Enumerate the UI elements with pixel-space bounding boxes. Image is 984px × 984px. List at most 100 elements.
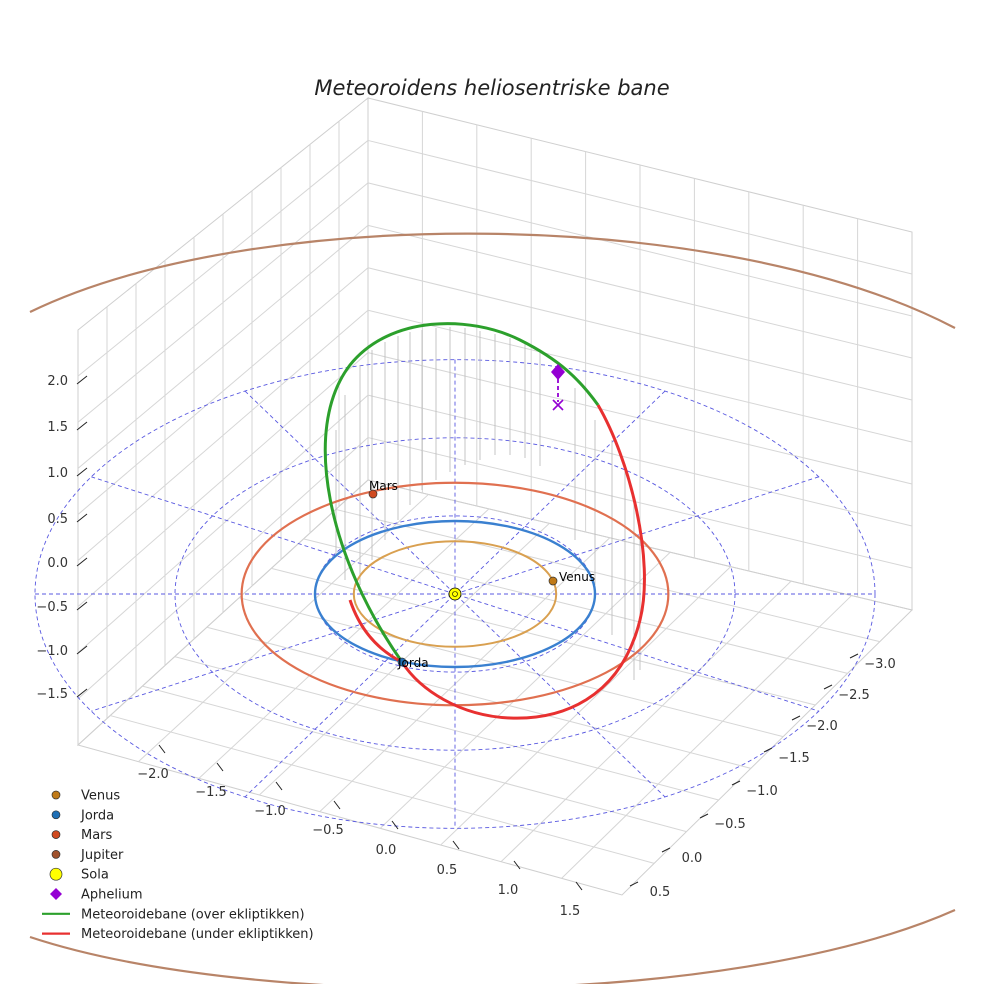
y-tick-mark [452,840,460,850]
z-tick-label: −1.0 [36,644,68,659]
y-tick-label: −1.0 [254,804,286,819]
sun-core [452,591,458,597]
z-tick-label: 1.5 [47,420,68,435]
grid-line [238,597,784,738]
y-tick-label: 1.5 [560,904,581,919]
aphelion-projection-cross [552,399,564,411]
y-tick-label: −0.5 [312,823,344,838]
grid-line [198,508,490,779]
y-tick-label: −2.0 [137,767,169,782]
grid-line [206,626,752,769]
legend-label: Sola [81,868,109,883]
legend-label: Aphelium [81,888,143,903]
grid-line [77,224,369,469]
legend-label: Mars [81,828,113,843]
grid-line [138,494,429,763]
venus-marker [548,576,558,586]
y-tick-mark [216,762,224,772]
x-tick-mark [629,881,639,887]
x-tick-label: −1.5 [778,751,810,766]
grid-line [367,224,913,359]
legend-marker [51,850,61,859]
meteoroid-orbit-below-segment [348,599,403,664]
z-tick-label: 2.0 [47,374,68,389]
jupiter-orbit [29,232,956,984]
mars-label: Mars [369,479,398,493]
legend-label: Meteoroidebane (under ekliptikken) [81,927,314,942]
grid-line [367,437,913,569]
x-tick-mark [661,847,671,853]
z-tick-mark [76,513,88,523]
jorda-marker [397,657,407,667]
sun-marker [448,587,462,601]
grid-line [367,267,913,401]
z-tick-mark [76,467,88,477]
grid-line [174,656,719,801]
x-tick-mark [699,813,709,819]
z-tick-mark [76,375,88,385]
meteoroid-orbit-below [400,404,646,720]
mars-marker [368,489,378,499]
grid-line [440,566,732,846]
venus-label: Venus [559,570,595,584]
grid-line [142,685,687,833]
grid-line [77,140,369,377]
y-axis-ticks: −2.0 −1.5 −1.0 −0.5 0.0 0.5 1.0 1.5 [137,744,583,919]
legend-label: Jorda [80,808,114,823]
ecliptic-circle [34,359,876,829]
legend-marker [51,810,61,820]
z-tick-mark [76,557,88,567]
z-axis-ticks: 2.0 1.5 1.0 0.5 0.0 −0.5 −1.0 −1.5 [36,374,88,702]
legend-label: Meteoroidebane (over ekliptikken) [81,907,305,922]
x-tick-label: −1.0 [746,784,778,799]
y-tick-label: −1.5 [195,785,227,800]
aphelion-marker [551,364,565,380]
legend-label: Venus [81,789,120,804]
grid-line [110,715,655,864]
grid-line [379,551,671,829]
ecliptic-radial [244,390,666,798]
z-tick-mark [76,421,88,431]
jorda-label: Jorda [397,656,429,670]
legend-label: Jupiter [80,848,124,863]
x-tick-label: 0.0 [682,851,703,866]
grid-line [367,139,913,275]
y-tick-mark [333,800,341,810]
x-tick-mark [849,653,859,659]
x-axis-ticks: −3.0 −2.5 −2.0 −1.5 −1.0 −0.5 0.0 0.5 [629,653,896,900]
grid-line [77,437,369,700]
z-tick-mark [76,645,88,655]
legend-marker [51,830,61,839]
grid-line [367,309,913,443]
z-tick-mark [76,688,88,698]
y-tick-label: 1.0 [498,883,519,898]
ecliptic-radial [244,390,666,798]
grid-lines [77,111,913,879]
x-tick-label: −3.0 [864,657,896,672]
z-tick-label: −1.5 [36,687,68,702]
drop-lines [335,327,641,680]
x-tick-label: −2.0 [806,719,838,734]
y-tick-label: 0.5 [437,863,458,878]
jorda-orbit [313,519,597,669]
z-tick-label: 0.0 [47,556,68,571]
x-tick-mark [791,715,801,721]
grid-line [500,580,792,863]
y-tick-mark [575,881,583,891]
grid-line [561,595,852,879]
grid-line [303,538,848,674]
z-tick-label: 1.0 [47,466,68,481]
ecliptic-radial [91,476,819,712]
legend: Venus Jorda Mars Jupiter Sola Aphelium Meteoro… [42,789,314,942]
x-tick-mark [763,747,773,753]
aphelion-cross-stroke [552,399,564,411]
grid-line [367,352,913,485]
y-tick-mark [275,781,283,791]
x-tick-label: −0.5 [714,817,746,832]
meteoroid-orbit-above [323,322,600,663]
y-tick-label: 0.0 [376,843,397,858]
legend-marker [50,888,62,900]
grid-line [335,508,880,643]
grid-line [77,394,369,654]
